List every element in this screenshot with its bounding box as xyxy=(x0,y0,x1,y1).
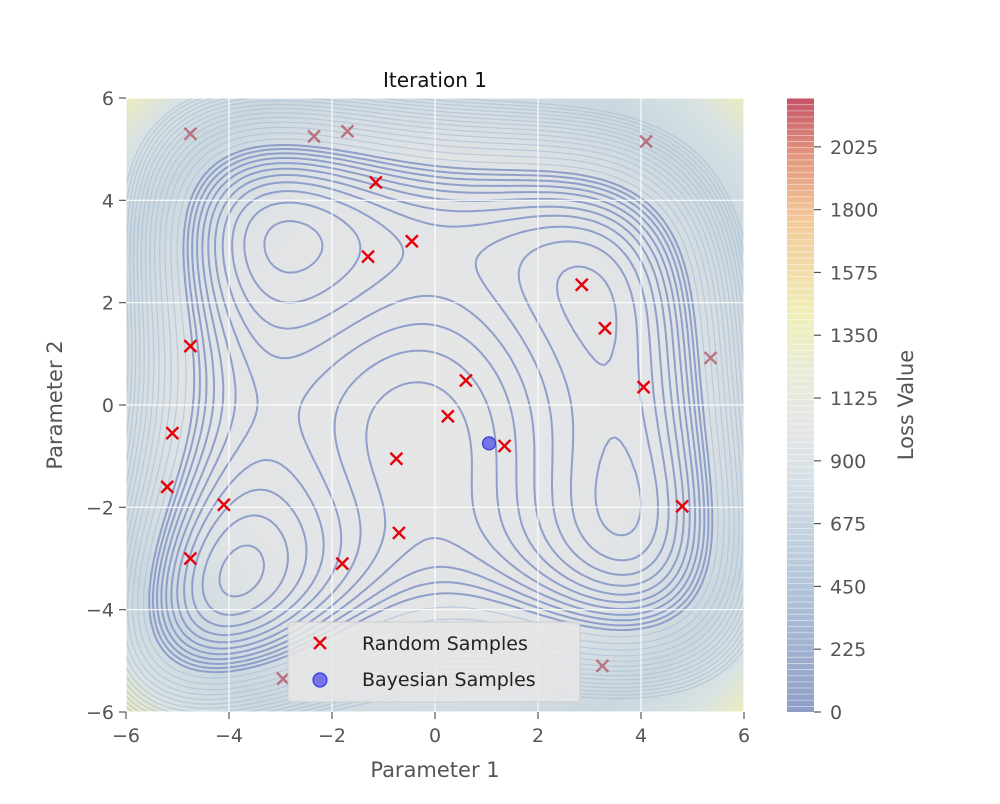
colorbar: 0 225 450 675 900 1125 1350 1575 1800 2025 Loss V… xyxy=(787,98,918,724)
random-sample-marker xyxy=(675,499,690,514)
colorbar-tick-label: 1350 xyxy=(830,325,878,347)
random-sample-marker xyxy=(361,249,375,264)
x-tick-label: −6 xyxy=(112,725,140,747)
y-tick-label: 6 xyxy=(102,88,114,110)
contour-line xyxy=(137,132,725,685)
colorbar-tick-label: 900 xyxy=(830,451,866,473)
x-tick-label: −4 xyxy=(215,725,243,747)
contour-line xyxy=(126,98,744,712)
y-tick-label: 4 xyxy=(102,190,114,212)
legend-bayesian-label: Bayesian Samples xyxy=(362,669,536,691)
y-tick-label: −2 xyxy=(86,497,114,519)
contour-line xyxy=(191,190,670,628)
random-sample-marker xyxy=(183,126,198,141)
grid-lines xyxy=(126,98,744,712)
legend-random-marker xyxy=(313,636,327,650)
chart-title: Iteration 1 xyxy=(383,68,487,92)
x-tick-label: 4 xyxy=(635,725,647,747)
random-sample-marker xyxy=(217,497,231,512)
y-axis-label: Parameter 2 xyxy=(43,340,67,469)
random-sample-marker xyxy=(340,124,355,139)
random-sample-marker xyxy=(160,480,175,494)
random-sample-marker xyxy=(165,426,180,440)
colorbar-fill xyxy=(787,98,814,712)
random-sample-marker xyxy=(574,277,589,292)
random-sample-marker xyxy=(703,351,718,365)
random-sample-marker xyxy=(276,671,290,686)
random-sample-marker xyxy=(404,234,419,249)
random-sample-marker xyxy=(392,526,406,540)
colorbar-tick-label: 2025 xyxy=(830,137,878,159)
y-tick-label: −6 xyxy=(86,702,114,724)
y-tick-label: −4 xyxy=(86,600,114,622)
y-axis: −6 −4 −2 0 2 4 6 xyxy=(86,88,126,724)
legend-box xyxy=(287,621,581,703)
random-sample-marker xyxy=(307,129,321,144)
contour-lines xyxy=(126,98,744,712)
random-sample-marker xyxy=(595,659,610,673)
contour-line xyxy=(218,220,642,598)
random-sample-marker xyxy=(335,556,350,571)
colorbar-tick-label: 1800 xyxy=(830,200,878,222)
colorbar-ticks: 0 225 450 675 900 1125 1350 1575 1800 2025 xyxy=(814,137,878,724)
random-sample-marker xyxy=(441,409,455,424)
colorbar-tick-label: 675 xyxy=(830,514,866,536)
x-tick-label: 0 xyxy=(429,725,441,747)
x-axis: −6 −4 −2 0 2 4 6 xyxy=(112,712,750,747)
colorbar-stripes xyxy=(787,98,814,707)
random-sample-marker xyxy=(183,551,198,566)
legend: Random Samples Bayesian Samples xyxy=(287,621,581,703)
colorbar-tick-label: 1125 xyxy=(830,388,878,410)
x-axis-label: Parameter 1 xyxy=(370,758,499,782)
colorbar-label: Loss Value xyxy=(894,350,918,460)
contour-line xyxy=(165,162,697,656)
random-sample-marker xyxy=(183,339,198,354)
sample-markers xyxy=(160,124,718,686)
contour-line xyxy=(183,181,678,637)
random-sample-marker xyxy=(389,451,404,466)
random-sample-marker xyxy=(459,373,473,388)
x-tick-label: −2 xyxy=(318,725,346,747)
contour-line xyxy=(151,148,710,670)
random-sample-marker xyxy=(636,380,651,394)
random-sample-marker xyxy=(368,175,383,190)
x-tick-label: 6 xyxy=(738,725,750,747)
y-tick-label: 0 xyxy=(102,395,114,417)
x-tick-label: 2 xyxy=(532,725,544,747)
legend-random-label: Random Samples xyxy=(362,633,528,655)
contour-line xyxy=(201,201,659,616)
contour-line xyxy=(156,152,706,665)
plot-area xyxy=(126,98,744,712)
contour-line xyxy=(170,167,691,650)
random-sample-marker xyxy=(497,439,512,453)
legend-bayesian-marker xyxy=(312,672,328,688)
random-sample-marker xyxy=(598,321,612,336)
colorbar-tick-label: 0 xyxy=(830,702,842,724)
colorbar-tick-label: 1575 xyxy=(830,262,878,284)
colorbar-tick-label: 225 xyxy=(830,639,866,661)
y-tick-label: 2 xyxy=(102,293,114,315)
random-sample-marker xyxy=(639,134,653,149)
contour-line xyxy=(176,174,685,644)
colorbar-tick-label: 450 xyxy=(830,576,866,598)
bayesian-sample-marker xyxy=(481,436,497,451)
